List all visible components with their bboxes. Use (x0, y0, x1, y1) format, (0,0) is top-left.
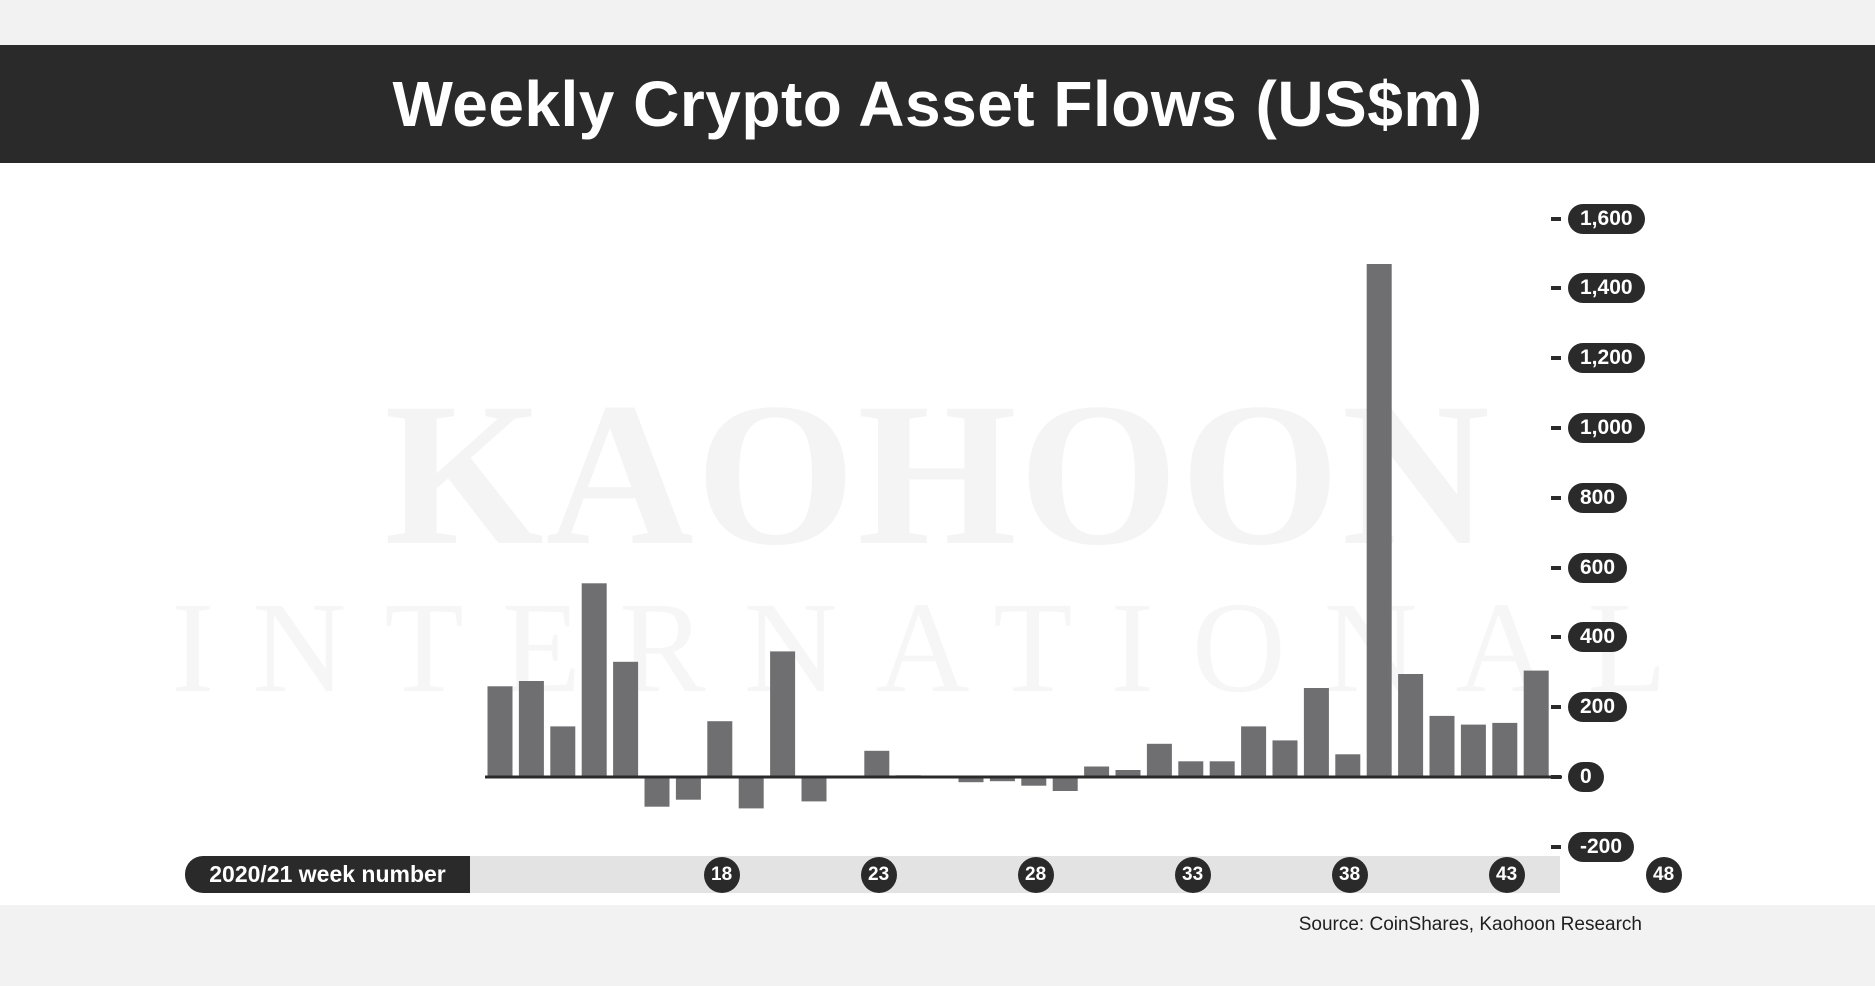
bar-week-36 (1178, 761, 1204, 777)
y-tick-mark (1551, 286, 1561, 291)
bar-week-17 (581, 583, 607, 777)
bar-week-46 (1492, 722, 1518, 777)
bar-week-34 (1115, 770, 1141, 777)
bar-week-15 (518, 681, 544, 777)
bar-week-21 (707, 721, 733, 777)
x-tick-label: 43 (1488, 857, 1525, 893)
bar-week-33 (1084, 766, 1110, 777)
bar-week-31 (1021, 777, 1047, 786)
y-tick-mark (1551, 356, 1561, 361)
y-tick-label: 200 (1568, 692, 1628, 723)
y-tick-mark (1551, 775, 1561, 779)
bar-week-24 (801, 777, 827, 802)
bar-week-44 (1429, 715, 1455, 777)
bar-week-29 (958, 777, 984, 783)
y-tick-mark (1551, 565, 1561, 570)
bar-week-42 (1366, 264, 1392, 777)
bar-week-32 (1052, 777, 1078, 791)
x-tick-label: 48 (1645, 857, 1682, 893)
y-tick-mark (1551, 635, 1561, 640)
title-bar: Weekly Crypto Asset Flows (US$m) (0, 45, 1875, 163)
x-tick-label: 33 (1174, 857, 1211, 893)
y-tick-mark (1551, 495, 1561, 500)
bar-week-35 (1146, 743, 1172, 777)
source-note: Source: CoinShares, Kaohoon Research (1298, 914, 1642, 935)
y-tick-label: 1,200 (1568, 343, 1645, 374)
bar-week-39 (1272, 740, 1298, 777)
bar-week-19 (644, 777, 670, 807)
y-tick-label: 1,600 (1568, 203, 1645, 234)
bar-week-47 (1523, 670, 1549, 777)
x-axis-label: 2020/21 week number (185, 856, 470, 893)
y-tick-mark (1551, 844, 1561, 849)
bar-week-30 (989, 777, 1015, 782)
x-axis-band (470, 856, 1560, 893)
y-tick-label: 0 (1568, 762, 1604, 792)
bar-week-14 (487, 686, 513, 777)
y-tick-mark (1551, 426, 1561, 430)
y-tick-mark (1551, 216, 1561, 221)
y-tick-label: 600 (1568, 552, 1628, 583)
bar-week-43 (1398, 674, 1424, 777)
y-tick-label: 800 (1568, 482, 1628, 513)
bar-week-41 (1335, 754, 1361, 777)
bar-week-18 (613, 661, 639, 777)
x-tick-label: 28 (1017, 857, 1054, 893)
bar-week-20 (675, 777, 701, 800)
y-tick-mark (1551, 705, 1561, 710)
y-tick-label: 400 (1568, 622, 1628, 653)
bar-week-40 (1303, 688, 1329, 777)
y-tick-label: 1,400 (1568, 273, 1645, 304)
y-tick-label: 1,000 (1568, 413, 1645, 443)
x-tick-label: 18 (703, 857, 740, 893)
bar-week-37 (1209, 761, 1235, 777)
y-tick-label: -200 (1568, 831, 1635, 862)
bar-week-23 (770, 651, 796, 777)
bar-week-38 (1241, 726, 1267, 777)
bar-week-26 (864, 750, 890, 777)
bar-week-16 (550, 726, 576, 777)
x-tick-label: 23 (860, 857, 897, 893)
bar-week-45 (1460, 724, 1486, 777)
chart-title: Weekly Crypto Asset Flows (US$m) (392, 68, 1483, 140)
x-tick-label: 38 (1331, 857, 1368, 893)
bar-week-22 (738, 777, 764, 809)
